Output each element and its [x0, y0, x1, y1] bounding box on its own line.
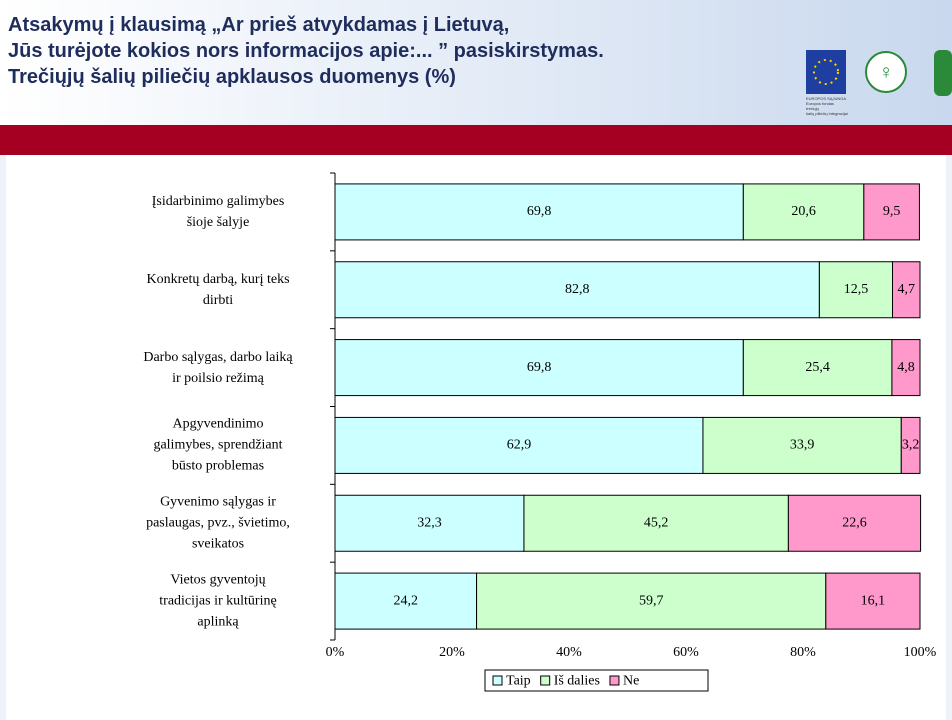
y-tick-label: Darbo sąlygas, darbo laiką ir poilsio re…	[143, 349, 293, 386]
bar	[476, 572, 827, 630]
bar	[334, 494, 525, 552]
data-label: 32,3	[417, 515, 442, 530]
data-label: 45,2	[644, 515, 669, 530]
eu-flag	[806, 50, 846, 94]
x-tick-label: 40%	[556, 645, 582, 660]
y-tick-label: Konkretų darbą, kurį teks dirbti	[146, 271, 290, 308]
bar	[900, 416, 921, 474]
y-tick-label: Gyvenimo sąlygas ir paslaugas, pvz., švi…	[146, 494, 290, 552]
data-label: 3,2	[902, 438, 920, 453]
x-tick-label: 20%	[439, 645, 465, 660]
data-label: 33,9	[790, 438, 815, 453]
y-tick-label: Įsidarbinimo galimybes šioje šalyje	[151, 193, 285, 230]
bar	[863, 183, 920, 241]
bar	[523, 494, 789, 552]
data-label: 9,5	[883, 204, 901, 219]
logo	[865, 51, 907, 93]
logo	[934, 50, 952, 96]
logo-mark: ♀	[879, 62, 894, 84]
y-tick-label: Vietos gyventojų tradicijas ir kultūrinę…	[159, 572, 277, 630]
header-bg	[0, 0, 952, 125]
legend-label: Taip	[506, 674, 531, 689]
data-label: 16,1	[861, 593, 886, 608]
title: Atsakymų į klausimą „Ar prieš atvykdamas…	[8, 14, 604, 88]
data-label: 20,6	[791, 204, 816, 219]
bar	[892, 261, 921, 319]
data-label: 59,7	[639, 593, 664, 608]
bar	[334, 572, 478, 630]
legend-swatch	[540, 675, 551, 686]
x-tick-label: 60%	[673, 645, 699, 660]
x-tick-label: 100%	[904, 645, 937, 660]
legend-label: Ne	[623, 674, 639, 689]
legend-box	[484, 669, 709, 692]
bar	[702, 416, 902, 474]
data-label: 82,8	[565, 282, 590, 297]
bar	[742, 339, 893, 397]
bar	[334, 183, 744, 241]
data-label: 12,5	[844, 282, 869, 297]
data-label: 25,4	[805, 360, 830, 375]
bar	[334, 261, 820, 319]
x-tick-label: 0%	[326, 645, 345, 660]
logo-text: EUROPOS SĄJUNGA Europos fondas trečiųjų …	[806, 96, 848, 116]
y-tick-label: Apgyvendinimo galimybes, sprendžiant būs…	[153, 416, 283, 474]
data-label: 24,2	[394, 593, 419, 608]
legend-swatch	[492, 675, 503, 686]
legend-label: Iš dalies	[554, 674, 600, 689]
legend-swatch	[609, 675, 620, 686]
data-label: 69,8	[527, 360, 552, 375]
data-label: 69,8	[527, 204, 552, 219]
data-label: 22,6	[842, 515, 867, 530]
header-band	[0, 125, 952, 155]
bar	[891, 339, 921, 397]
eu-stars	[813, 59, 839, 85]
data-label: 4,8	[897, 360, 915, 375]
data-label: 4,7	[898, 282, 916, 297]
x-tick-label: 80%	[790, 645, 816, 660]
data-label: 62,9	[507, 438, 532, 453]
bar	[787, 494, 922, 552]
bar	[825, 572, 921, 630]
